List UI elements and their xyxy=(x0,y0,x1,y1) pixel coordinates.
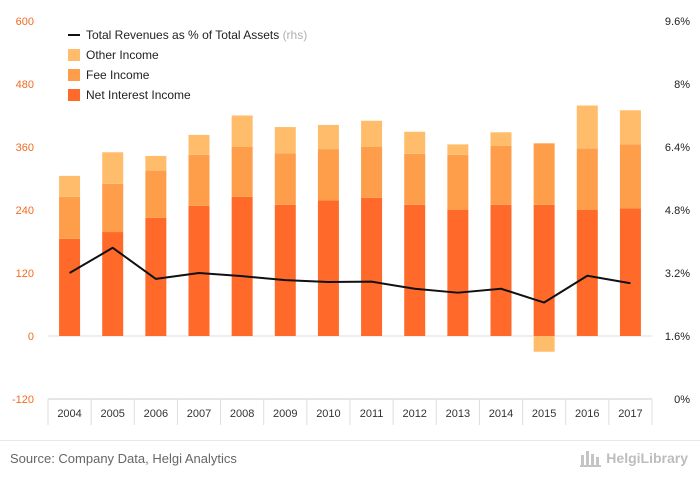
bar-fee-income-2012 xyxy=(404,154,425,205)
helgi-library-logo-icon xyxy=(580,449,602,467)
bar-net-interest-income-2009 xyxy=(275,205,296,336)
left-tick-label: 240 xyxy=(16,205,34,217)
legend-square-swatch xyxy=(68,49,80,61)
bar-fee-income-2006 xyxy=(145,171,166,218)
x-tick-label: 2004 xyxy=(57,408,81,420)
x-tick-label: 2013 xyxy=(446,408,470,420)
legend-label: Other Income xyxy=(86,48,159,62)
bar-other-income-2009 xyxy=(275,127,296,153)
legend-label: Total Revenues as % of Total Assets (rhs… xyxy=(86,28,307,42)
x-axis: 2004 2005 2006 2007 2008 2009 2010 2011 2012 2013… xyxy=(48,399,652,425)
legend-item-net-interest-income: Net Interest Income xyxy=(68,88,191,102)
bar-other-income-2012 xyxy=(404,132,425,154)
bar-other-income-2013 xyxy=(447,144,468,155)
legend-item-other-income: Other Income xyxy=(68,48,159,62)
bar-fee-income-2004 xyxy=(59,197,80,239)
bar-fee-income-2014 xyxy=(491,146,512,205)
footer: Source: Company Data, Helgi Analytics He… xyxy=(0,440,700,484)
right-axis-ticks: 0% 1.6% 3.2% 4.8% 6.4% 8% 9.6% xyxy=(665,16,690,406)
bar-net-interest-income-2015 xyxy=(534,205,555,336)
x-tick-label: 2016 xyxy=(575,408,599,420)
left-tick-label: 120 xyxy=(16,268,34,280)
right-tick-label: 8% xyxy=(674,79,690,91)
bar-net-interest-income-2008 xyxy=(232,197,253,336)
right-tick-label: 6.4% xyxy=(665,142,690,154)
legend-square-swatch xyxy=(68,69,80,81)
legend-label: Net Interest Income xyxy=(86,88,191,102)
bar-fee-income-2011 xyxy=(361,147,382,198)
bar-net-interest-income-2014 xyxy=(491,205,512,336)
bar-other-income-2007 xyxy=(189,135,210,155)
bar-net-interest-income-2007 xyxy=(189,206,210,336)
x-tick-label: 2008 xyxy=(230,408,254,420)
right-tick-label: 1.6% xyxy=(665,331,690,343)
x-tick-label: 2006 xyxy=(144,408,168,420)
bar-fee-income-2008 xyxy=(232,147,253,197)
bar-other-income-2006 xyxy=(145,156,166,171)
bar-other-income-2008 xyxy=(232,116,253,148)
bar-net-interest-income-2011 xyxy=(361,198,382,336)
left-tick-label: 360 xyxy=(16,142,34,154)
bar-other-income-2016 xyxy=(577,106,598,149)
bar-other-income-2014 xyxy=(491,132,512,146)
legend: Total Revenues as % of Total Assets (rhs… xyxy=(68,28,307,102)
legend-label: Fee Income xyxy=(86,68,150,82)
bar-other-income-2005 xyxy=(102,152,123,184)
legend-item-total-revenues-as-of-total-assets: Total Revenues as % of Total Assets (rhs… xyxy=(68,28,307,42)
right-tick-label: 3.2% xyxy=(665,268,690,280)
bar-fee-income-2013 xyxy=(447,155,468,210)
bar-fee-income-2005 xyxy=(102,184,123,232)
legend-square-swatch xyxy=(68,89,80,101)
right-tick-label: 4.8% xyxy=(665,205,690,217)
x-tick-label: 2017 xyxy=(618,408,642,420)
x-tick-label: 2011 xyxy=(360,408,384,420)
bar-net-interest-income-2017 xyxy=(620,208,641,336)
bar-other-income-2011 xyxy=(361,121,382,147)
bar-fee-income-2015 xyxy=(534,143,555,204)
bar-other-income-2017 xyxy=(620,110,641,144)
bar-net-interest-income-2012 xyxy=(404,205,425,336)
source-note: Source: Company Data, Helgi Analytics xyxy=(10,451,237,466)
left-axis-ticks: -120 0 120 240 360 480 600 xyxy=(12,16,34,406)
right-tick-label: 9.6% xyxy=(665,16,690,28)
bar-other-income-2010 xyxy=(318,125,339,149)
bar-other-income-2004 xyxy=(59,176,80,197)
x-tick-label: 2012 xyxy=(402,408,426,420)
right-tick-label: 0% xyxy=(674,394,690,406)
bar-fee-income-2017 xyxy=(620,144,641,208)
bar-fee-income-2007 xyxy=(189,155,210,206)
legend-item-fee-income: Fee Income xyxy=(68,68,150,82)
left-tick-label: 600 xyxy=(16,16,34,28)
left-tick-label: 480 xyxy=(16,79,34,91)
left-tick-label: -120 xyxy=(12,394,34,406)
x-tick-label: 2010 xyxy=(316,408,340,420)
brand-name: HelgiLibrary xyxy=(606,450,688,466)
x-tick-label: 2009 xyxy=(273,408,297,420)
revenue-breakdown-chart: -120 0 120 240 360 480 600 0% 1.6% 3.2% 4.8% 6.4% 8… xyxy=(0,0,700,440)
x-tick-label: 2014 xyxy=(489,408,513,420)
legend-note: (rhs) xyxy=(283,28,308,42)
bar-net-interest-income-2016 xyxy=(577,210,598,336)
stacked-bars xyxy=(59,106,641,352)
x-tick-label: 2007 xyxy=(187,408,211,420)
left-tick-label: 0 xyxy=(28,331,34,343)
brand-logo: HelgiLibrary xyxy=(580,449,688,467)
bar-net-interest-income-2010 xyxy=(318,201,339,336)
bar-fee-income-2016 xyxy=(577,149,598,210)
x-tick-label: 2005 xyxy=(100,408,124,420)
x-tick-label: 2015 xyxy=(532,408,556,420)
bar-net-interest-income-2004 xyxy=(59,239,80,336)
bar-net-interest-income-2013 xyxy=(447,210,468,336)
bar-fee-income-2010 xyxy=(318,149,339,200)
bar-fee-income-2009 xyxy=(275,153,296,204)
bar-other-income-2015 xyxy=(534,336,555,352)
